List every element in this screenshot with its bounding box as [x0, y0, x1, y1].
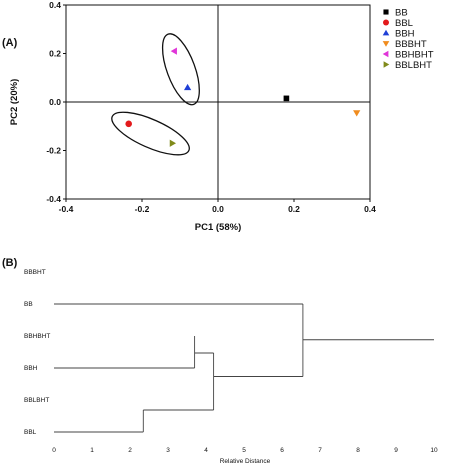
legend-marker-bb: [383, 9, 389, 15]
distance-tick-label: 2: [128, 447, 132, 454]
point-bblbht: [169, 139, 177, 147]
distance-tick-label: 7: [318, 447, 322, 454]
point-bb: [283, 95, 290, 102]
legend-entry-bbhbht: BBHBHT: [395, 50, 434, 61]
distance-tick-label: 10: [430, 447, 438, 454]
axis-ticks: -0.4 -0.2 0.0 0.2 0.4 -0.4 -0.2 0.0 0.2 0.4: [46, 0, 376, 214]
panel-b-label: (B): [2, 257, 18, 269]
point-bbbht: [353, 110, 361, 117]
legend-marker-bbl: [383, 19, 389, 26]
legend-entry-bblbht: BBLBHT: [395, 60, 432, 71]
grouping-ellipses: [111, 33, 200, 156]
dendrogram-chart: (B) BBBHT BB BBHBHT BBH BBLBHT BBL 0 1 2 3 4 5 6 7 8 9…: [2, 257, 438, 465]
y-tick-label: 0.0: [49, 97, 61, 107]
distance-tick-label: 0: [52, 447, 56, 454]
legend-marker-bbh: [382, 29, 390, 36]
legend-entry-bb: BB: [395, 8, 408, 19]
legend-entry-bbbht: BBBHT: [395, 39, 427, 50]
y-axis-label: PC2 (20%): [9, 79, 20, 125]
leaf-label-bbl: BBL: [24, 429, 37, 436]
leaf-label-bbbht: BBBHT: [24, 269, 46, 276]
zero-lines: [66, 5, 370, 199]
dendrogram-branches: [54, 303, 434, 433]
y-tick-label: 0.4: [49, 0, 61, 10]
distance-tick-label: 5: [242, 447, 246, 454]
leaf-label-bb: BB: [24, 301, 33, 308]
distance-tick-label: 3: [166, 447, 170, 454]
legend-marker-bbbht: [382, 41, 390, 47]
y-tick-label: -0.4: [46, 194, 61, 204]
leaf-label-bbh: BBH: [24, 365, 38, 372]
distance-tick-label: 1: [90, 447, 94, 454]
legend-marker-bblbht: [383, 61, 390, 68]
distance-tick-label: 8: [356, 447, 360, 454]
x-axis-label: PC1 (58%): [195, 222, 241, 233]
legend-entry-bbh: BBH: [395, 29, 415, 40]
y-tick-label: 0.2: [49, 49, 61, 59]
legend-marker-bbhbht: [382, 50, 389, 58]
distance-tick-label: 6: [280, 447, 284, 454]
x-tick-label: -0.2: [135, 204, 150, 214]
grouping-ellipse-1: [161, 33, 200, 106]
y-tick-label: -0.2: [46, 146, 61, 156]
x-tick-label: -0.4: [59, 204, 74, 214]
distance-tick-label: 9: [394, 447, 398, 454]
x-tick-label: 0.0: [212, 204, 224, 214]
dendrogram-x-axis-label: Relative Distance: [220, 458, 271, 465]
leaf-label-bbhbht: BBHBHT: [24, 333, 50, 340]
legend-entry-bbl: BBL: [395, 18, 413, 29]
pca-scatter-chart: (A) -0.4 -0.2 0.0 0.2 0.4 -0.4 -0.2 0.0 0.2 0.4 P…: [2, 0, 434, 233]
grouping-ellipse-2: [111, 111, 190, 156]
point-bbl: [125, 120, 132, 128]
distance-tick-label: 4: [204, 447, 208, 454]
leaf-label-bblbht: BBLBHT: [24, 397, 49, 404]
panel-a-label: (A): [2, 37, 18, 49]
point-bbh: [183, 83, 192, 91]
x-tick-label: 0.4: [364, 204, 376, 214]
data-points: [125, 47, 361, 147]
point-bbhbht: [170, 47, 177, 55]
distance-ticks: 0 1 2 3 4 5 6 7 8 9 10: [52, 447, 438, 454]
leaf-labels: BBBHT BB BBHBHT BBH BBLBHT BBL: [24, 269, 50, 436]
x-tick-label: 0.2: [288, 204, 300, 214]
